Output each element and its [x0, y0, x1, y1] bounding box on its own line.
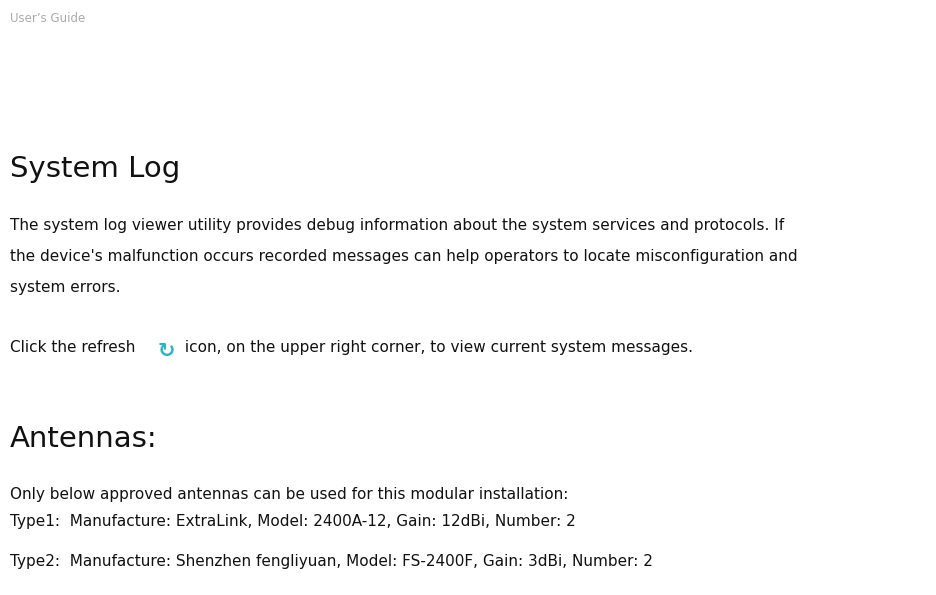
Text: Type2:  Manufacture: Shenzhen fengliyuan, Model: FS-2400F, Gain: 3dBi, Number: 2: Type2: Manufacture: Shenzhen fengliyuan,… — [10, 554, 652, 569]
Text: Only below approved antennas can be used for this modular installation:: Only below approved antennas can be used… — [10, 487, 568, 502]
Text: Antennas:: Antennas: — [10, 425, 157, 453]
Text: Click the refresh: Click the refresh — [10, 340, 140, 355]
Text: ↻: ↻ — [158, 341, 175, 361]
Text: icon, on the upper right corner, to view current system messages.: icon, on the upper right corner, to view… — [180, 340, 693, 355]
Text: System Log: System Log — [10, 155, 180, 183]
Text: the device's malfunction occurs recorded messages can help operators to locate m: the device's malfunction occurs recorded… — [10, 249, 797, 264]
Text: Type1:  Manufacture: ExtraLink, Model: 2400A-12, Gain: 12dBi, Number: 2: Type1: Manufacture: ExtraLink, Model: 24… — [10, 514, 575, 529]
Text: system errors.: system errors. — [10, 280, 121, 295]
Text: User’s Guide: User’s Guide — [10, 12, 85, 25]
Text: The system log viewer utility provides debug information about the system servic: The system log viewer utility provides d… — [10, 218, 783, 233]
